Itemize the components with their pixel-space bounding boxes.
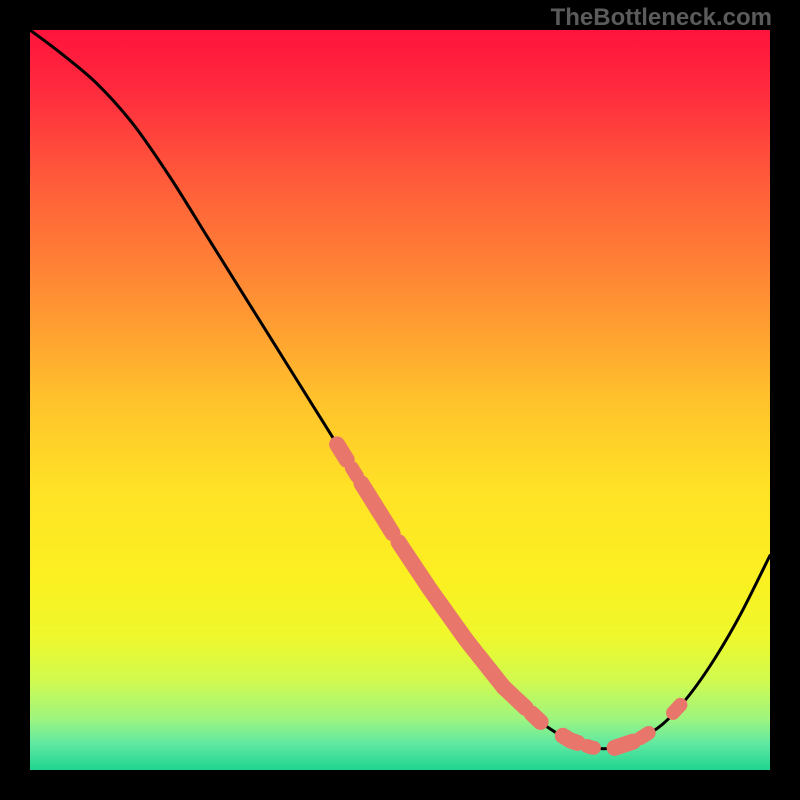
- chart-canvas: TheBottleneck.com: [0, 0, 800, 800]
- plot-background: [30, 30, 770, 770]
- watermark-text: TheBottleneck.com: [551, 4, 772, 32]
- chart-svg: [0, 0, 800, 800]
